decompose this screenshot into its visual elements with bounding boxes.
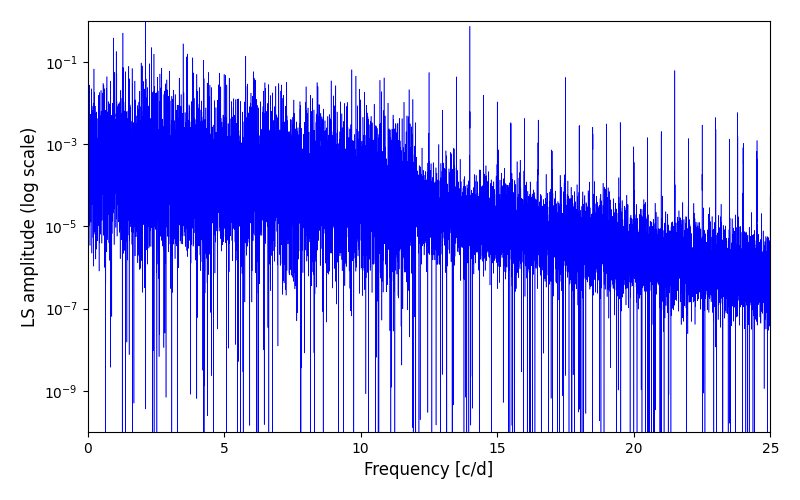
Y-axis label: LS amplitude (log scale): LS amplitude (log scale) — [21, 126, 39, 326]
X-axis label: Frequency [c/d]: Frequency [c/d] — [364, 461, 494, 479]
